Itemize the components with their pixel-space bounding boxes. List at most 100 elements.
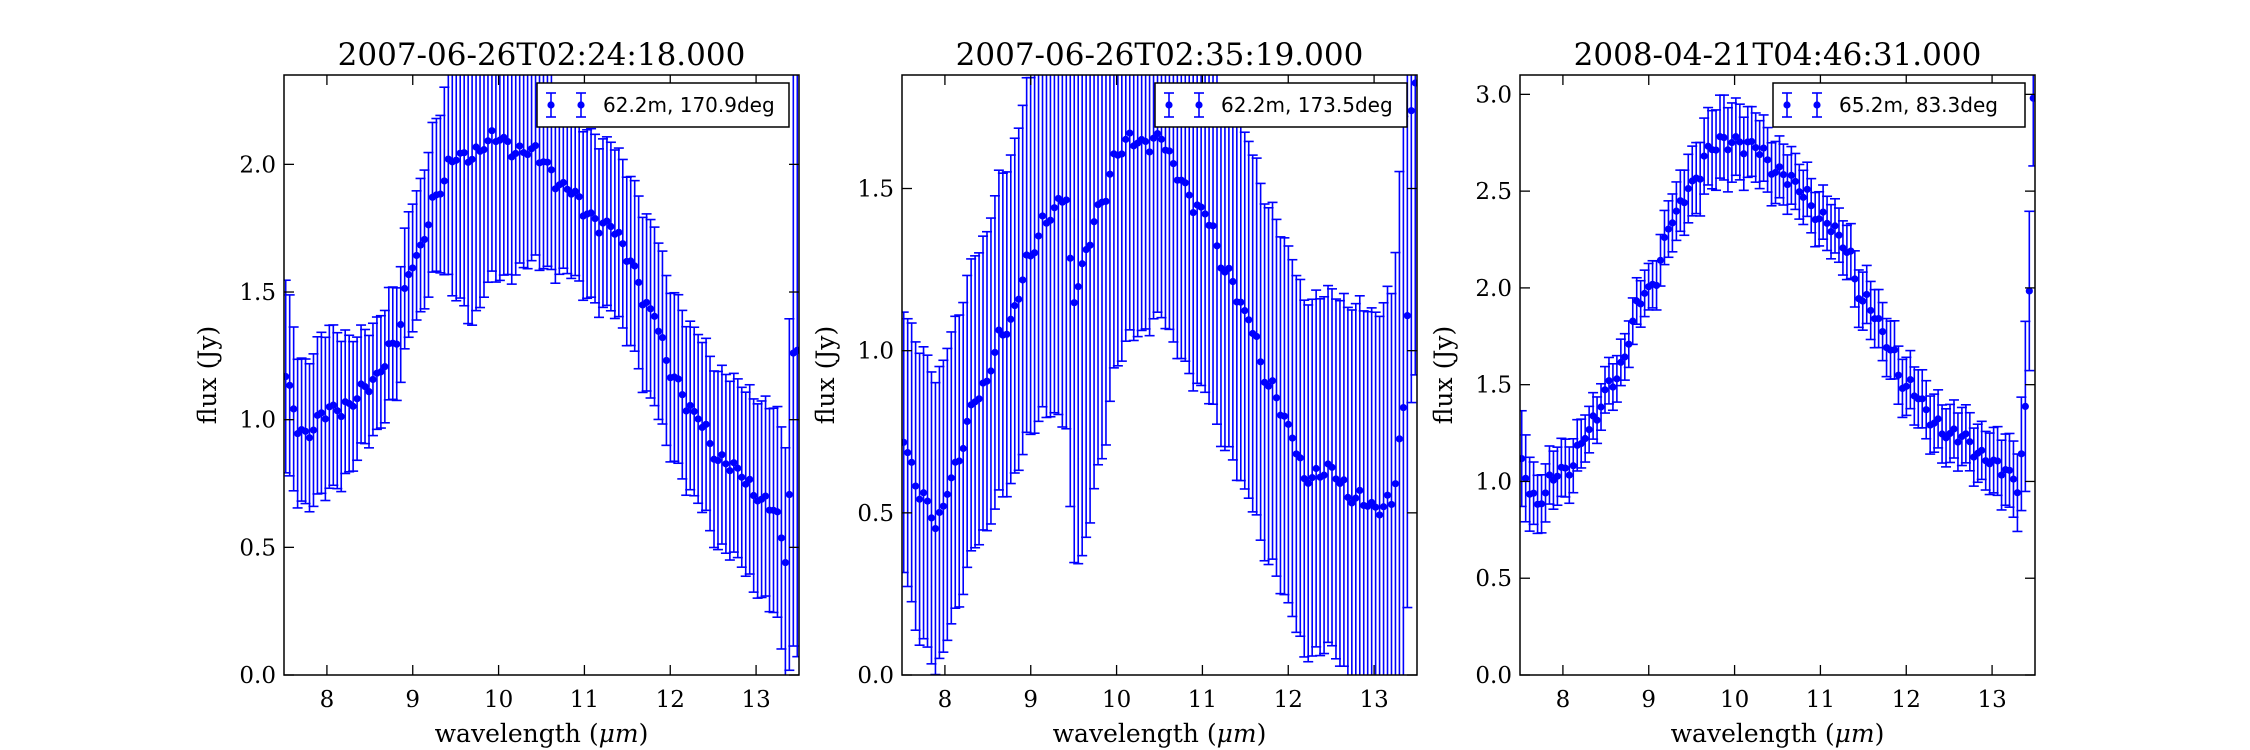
marker	[1253, 332, 1261, 341]
marker	[1229, 277, 1237, 286]
marker	[1284, 420, 1292, 428]
marker	[1241, 307, 1249, 315]
marker	[420, 235, 429, 244]
marker	[1411, 79, 1417, 87]
marker	[991, 348, 999, 357]
marker	[1541, 489, 1550, 497]
marker	[1213, 242, 1221, 250]
marker	[1787, 171, 1795, 179]
y-tick-label: 0.5	[857, 501, 894, 527]
data-point	[1738, 116, 1749, 192]
y-tick-label: 0.0	[1475, 663, 1512, 689]
marker	[1581, 434, 1589, 443]
subplot-title: 2007-06-26T02:35:19.000	[956, 37, 1364, 73]
marker	[1375, 511, 1384, 519]
data-point	[1833, 207, 1844, 264]
marker	[1771, 168, 1780, 177]
data-point	[906, 322, 917, 603]
data-point	[1948, 399, 1959, 459]
marker	[674, 375, 682, 383]
marker	[1062, 196, 1070, 204]
data-point	[1291, 274, 1302, 634]
marker	[1537, 500, 1546, 508]
data-point	[1319, 295, 1330, 655]
marker	[286, 381, 294, 389]
data-point	[1330, 298, 1341, 660]
marker	[1878, 327, 1887, 336]
data-point	[1085, 75, 1096, 524]
marker	[1522, 474, 1530, 482]
data-point	[1406, 75, 1417, 404]
marker	[919, 489, 928, 497]
marker	[730, 459, 738, 467]
data-point	[1164, 75, 1175, 331]
data-point	[1877, 301, 1888, 362]
data-point	[633, 195, 644, 370]
marker	[440, 177, 448, 185]
marker	[706, 439, 714, 448]
data-point	[1802, 161, 1813, 218]
data-point	[1033, 75, 1044, 423]
data-point	[1354, 295, 1365, 675]
data-point	[744, 383, 755, 575]
data-point	[689, 326, 700, 497]
data-point	[918, 346, 929, 640]
marker	[690, 407, 698, 416]
marker	[923, 497, 932, 505]
subplot-3: 2008-04-21T04:46:31.000 8 9 10 11 12 13 0.00.…	[1429, 37, 2036, 748]
x-tick-label: 11	[1806, 687, 1835, 713]
data-point	[332, 331, 343, 490]
data-point	[1243, 140, 1254, 499]
legend-dot	[547, 101, 555, 109]
y-tick-label: 1.5	[857, 177, 894, 203]
subplot-title: 2008-04-21T04:46:31.000	[1574, 37, 1982, 73]
marker	[1348, 499, 1356, 507]
data-point	[922, 354, 933, 648]
marker	[931, 525, 940, 533]
marker	[1157, 135, 1166, 143]
data-point	[728, 372, 739, 553]
marker	[329, 401, 337, 409]
marker	[678, 391, 686, 399]
marker	[1237, 298, 1245, 306]
data-point	[1045, 75, 1056, 418]
data-point	[482, 75, 493, 284]
marker	[1142, 137, 1150, 146]
y-axis-label: flux (Jy)	[1429, 326, 1458, 424]
marker	[1209, 222, 1217, 230]
marker	[524, 150, 532, 159]
marker	[1962, 430, 1970, 438]
y-axis-ticks: 0.0 0.5 1.0 1.5 2.0 2.5 3.0	[1475, 82, 2035, 689]
marker	[1011, 302, 1019, 310]
marker	[516, 142, 524, 150]
marker	[1225, 264, 1233, 272]
legend-marker	[1782, 92, 1822, 118]
marker	[1890, 346, 1899, 354]
legend-entry: 62.2m, 173.5deg	[1221, 93, 1393, 117]
data-point	[736, 386, 747, 568]
data-point	[1279, 237, 1290, 596]
data-point	[478, 75, 489, 299]
marker	[1660, 233, 1669, 242]
marker	[1086, 241, 1094, 249]
legend-entry: 65.2m, 83.3deg	[1839, 93, 1998, 117]
data-point	[1144, 75, 1155, 337]
marker	[1189, 208, 1197, 217]
data-point	[403, 211, 414, 339]
marker	[587, 209, 595, 217]
marker	[1577, 439, 1585, 448]
marker	[1601, 386, 1609, 394]
data-point	[304, 362, 315, 513]
data-point	[1619, 332, 1630, 381]
data-point	[1378, 301, 1389, 675]
y-tick-label: 2.0	[239, 152, 276, 178]
marker	[718, 451, 726, 459]
data-point	[601, 136, 612, 307]
marker	[793, 346, 799, 354]
data-point	[1849, 250, 1860, 308]
marker	[995, 326, 1003, 334]
x-axis-label: wavelength (μm)	[435, 719, 649, 748]
data-point	[1029, 75, 1040, 435]
data-point	[1837, 220, 1848, 276]
data-point	[1536, 474, 1547, 534]
